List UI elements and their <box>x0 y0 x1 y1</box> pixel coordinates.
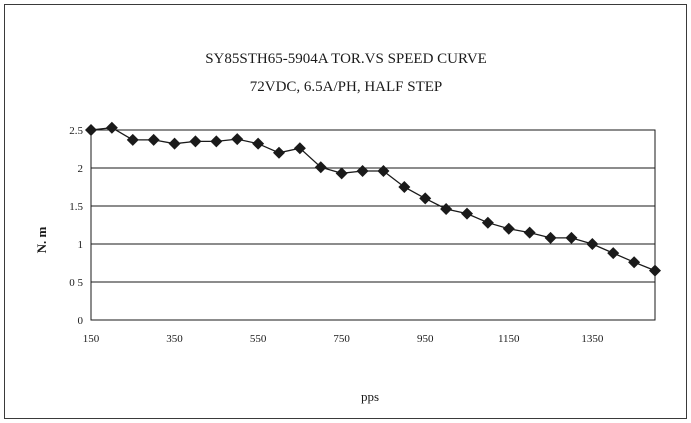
data-point-marker <box>398 181 411 193</box>
data-point-marker <box>314 161 327 174</box>
data-point-marker <box>607 247 620 260</box>
y-tick-label: 2.5 <box>69 125 83 137</box>
series-group <box>85 121 661 277</box>
data-point-marker <box>147 133 160 146</box>
data-point-marker <box>105 121 118 134</box>
data-point-marker <box>523 226 536 239</box>
data-point-marker <box>356 165 369 178</box>
x-tick-label: 1150 <box>498 333 520 345</box>
data-point-marker <box>481 216 494 229</box>
x-tick-label: 950 <box>417 333 434 345</box>
data-point-marker <box>168 137 181 150</box>
data-point-marker <box>273 146 285 159</box>
x-tick-label: 150 <box>83 333 100 345</box>
series-line <box>90 127 656 272</box>
data-point-marker <box>85 124 97 136</box>
chart-title: SY85STH65-5904A TOR.VS SPEED CURVE <box>205 51 487 67</box>
x-axis-ticks: 150 350 550 750 950 1150 1350 <box>83 333 604 345</box>
data-point-marker <box>544 231 557 244</box>
chart-subtitle: 72VDC, 6.5A/PH, HALF STEP <box>250 79 443 95</box>
data-point-marker <box>293 142 306 155</box>
data-point-marker <box>252 137 265 150</box>
data-point-marker <box>649 264 661 277</box>
data-point-marker <box>231 133 244 146</box>
x-tick-label: 350 <box>166 333 183 345</box>
grid-lines <box>91 167 655 283</box>
y-axis-label: N. m <box>34 226 49 253</box>
chart-frame <box>4 4 687 419</box>
data-point-marker <box>461 207 473 220</box>
data-point-marker <box>502 222 515 235</box>
data-point-marker <box>335 167 348 180</box>
y-tick-label: 0 <box>78 315 84 327</box>
y-tick-label: 2 <box>78 163 84 175</box>
x-axis-label: pps <box>361 389 379 404</box>
x-tick-label: 750 <box>333 333 350 345</box>
y-tick-label: 0 5 <box>69 277 83 289</box>
data-point-marker <box>628 256 641 269</box>
data-point-marker <box>126 133 139 146</box>
data-point-marker <box>377 165 390 178</box>
y-axis-ticks: 0 0 5 1 1.5 2 2.5 <box>69 125 83 327</box>
data-point-marker <box>189 135 202 148</box>
x-tick-label: 1350 <box>581 333 604 345</box>
y-tick-label: 1.5 <box>69 201 83 213</box>
y-tick-label: 1 <box>78 239 84 251</box>
x-tick-label: 550 <box>250 333 267 345</box>
data-point-marker <box>419 192 432 205</box>
plot-area <box>90 129 656 321</box>
data-point-marker <box>210 135 223 148</box>
data-point-marker <box>565 231 578 244</box>
data-point-marker <box>586 238 599 250</box>
data-point-marker <box>440 203 453 216</box>
